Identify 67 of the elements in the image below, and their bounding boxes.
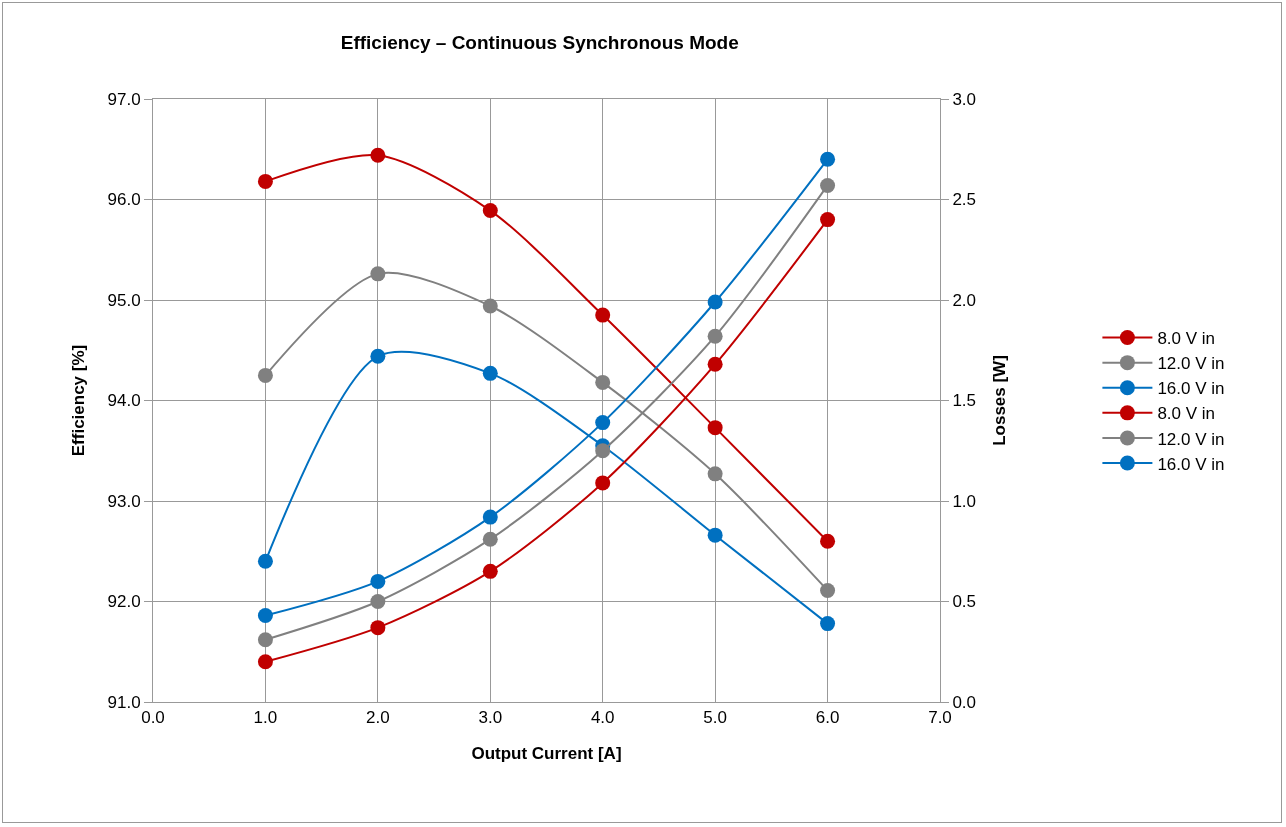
x-tick-label: 2.0 (366, 708, 390, 728)
y-tick-label: 95.0 (107, 290, 141, 310)
point (370, 147, 386, 163)
point (707, 356, 723, 372)
point (595, 475, 611, 491)
legend-label: 16.0 V in (1157, 379, 1225, 399)
point (482, 298, 498, 314)
point (370, 620, 386, 636)
point (370, 594, 386, 609)
y-axis-title: Efficiency [%] (69, 344, 89, 457)
y-tick-label: 92.0 (107, 592, 141, 612)
x-tick-label: 7.0 (928, 708, 952, 728)
point (482, 365, 498, 381)
point (707, 328, 723, 344)
point (370, 348, 386, 364)
y-tick-label: 91.0 (107, 692, 141, 712)
point (482, 531, 498, 547)
point (707, 466, 723, 482)
x-axis-title: Output Current [A] (471, 743, 622, 763)
point (820, 177, 836, 193)
x-tick-label: 4.0 (590, 708, 615, 728)
y2-tick-label: 2.0 (952, 290, 977, 310)
legend-label: 16.0 V in (1157, 454, 1225, 474)
chart-title: Efficiency – Continuous Synchronous Mode (340, 32, 739, 54)
point (370, 573, 386, 589)
y2-tick-label: 0.5 (952, 592, 977, 612)
point (595, 374, 611, 390)
point (595, 443, 611, 459)
point (257, 553, 273, 569)
point (257, 632, 273, 648)
point (482, 509, 498, 525)
point (257, 173, 273, 189)
point (820, 533, 836, 549)
point (595, 415, 611, 431)
point (820, 616, 836, 632)
y-tick-label: 97.0 (107, 89, 141, 109)
point (820, 582, 836, 598)
point (707, 294, 723, 310)
point (482, 203, 498, 219)
y-tick-label: 96.0 (107, 190, 141, 210)
y-tick-label: 93.0 (107, 491, 141, 511)
point (482, 563, 498, 579)
y2-tick-label: 2.5 (952, 190, 977, 210)
point (370, 266, 386, 282)
point (707, 527, 723, 543)
y2-tick-label: 1.5 (952, 391, 977, 411)
point (257, 608, 273, 624)
y2-tick-label: 0.0 (952, 692, 977, 712)
legend-label: 12.0 V in (1157, 429, 1225, 449)
x-tick-label: 6.0 (815, 708, 840, 728)
legend-label: 12.0 V in (1157, 354, 1225, 374)
legend-label: 8.0 V in (1157, 404, 1216, 424)
point (820, 151, 836, 167)
y2-axis-title: Losses [W] (990, 355, 1010, 446)
point (820, 212, 836, 228)
point (257, 654, 273, 670)
point (595, 307, 611, 323)
x-tick-label: 3.0 (478, 708, 503, 728)
point (707, 420, 723, 436)
x-tick-label: 0.0 (141, 708, 165, 728)
point (257, 367, 273, 383)
legend-label: 8.0 V in (1157, 329, 1216, 349)
y-tick-label: 94.0 (107, 391, 141, 411)
y2-tick-label: 1.0 (952, 491, 977, 511)
x-tick-label: 1.0 (253, 708, 278, 728)
x-tick-label: 5.0 (703, 708, 727, 728)
y2-tick-label: 3.0 (952, 89, 977, 109)
